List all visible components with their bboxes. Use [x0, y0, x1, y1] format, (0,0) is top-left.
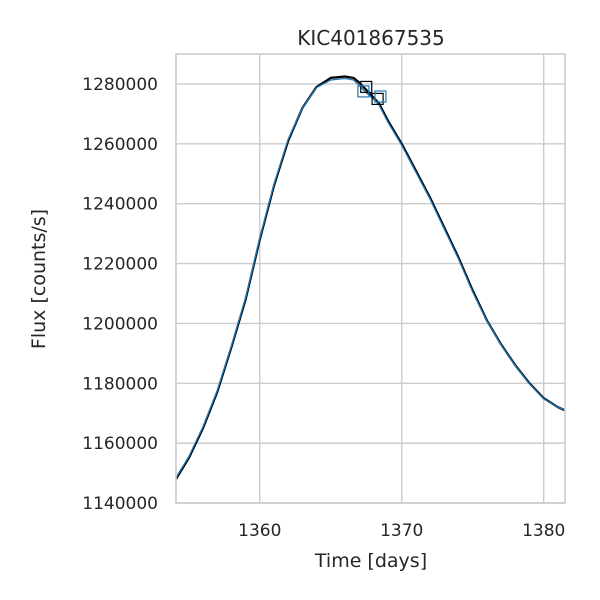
y-tick-label: 1140000 — [82, 494, 158, 514]
x-tick-label: 1380 — [522, 521, 565, 541]
y-tick-label: 1180000 — [82, 374, 158, 394]
y-tick-label: 1280000 — [82, 75, 158, 95]
flux-series-line — [175, 77, 566, 478]
tick-labels: 1360 1370 1380 1140000 1160000 1180000 1200000… — [82, 75, 565, 541]
square-marker — [371, 92, 384, 106]
x-axis-label: Time [days] — [314, 550, 427, 572]
y-tick-label: 1260000 — [82, 135, 158, 155]
y-tick-label: 1220000 — [82, 255, 158, 275]
square-marker — [357, 85, 370, 98]
y-tick-label: 1200000 — [82, 314, 158, 334]
y-tick-label: 1160000 — [82, 434, 158, 454]
axes-frame — [175, 53, 566, 504]
grid-lines — [176, 54, 565, 504]
plot-area — [175, 75, 566, 480]
square-marker — [374, 90, 387, 103]
flux-series-line — [175, 75, 566, 480]
square-marker — [360, 80, 373, 94]
x-tick-label: 1370 — [380, 521, 423, 541]
chart-title: KIC401867535 — [297, 26, 445, 50]
y-axis-label: Flux [counts/s] — [28, 209, 50, 349]
x-tick-label: 1360 — [238, 521, 281, 541]
y-tick-label: 1240000 — [82, 195, 158, 215]
